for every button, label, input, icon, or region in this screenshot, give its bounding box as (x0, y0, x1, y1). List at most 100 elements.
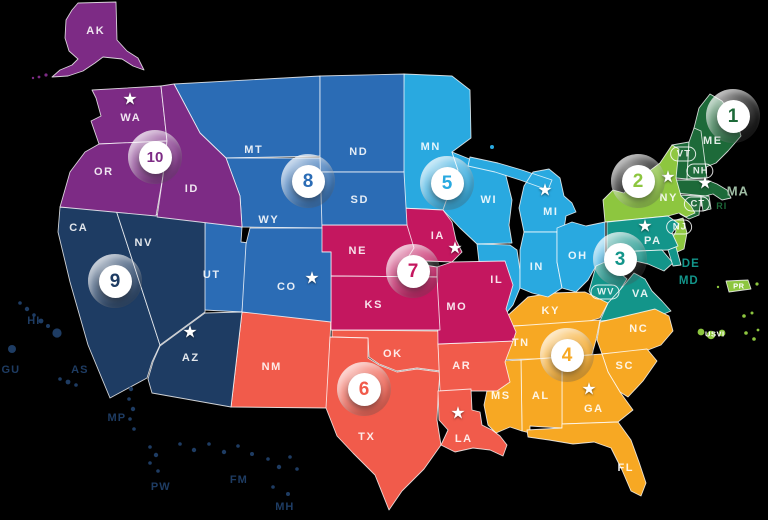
region-badge-5[interactable]: 5 (420, 156, 474, 210)
region-badge-number: 4 (550, 338, 584, 372)
state-ut[interactable] (203, 219, 250, 313)
state-label-ne: NE (348, 245, 368, 257)
state-label-oh: OH (567, 250, 588, 262)
region-badge-7[interactable]: 7 (386, 244, 440, 298)
region-badge-10[interactable]: 10 (128, 130, 182, 184)
island-mp[interactable] (130, 406, 136, 412)
island-as[interactable] (65, 379, 71, 385)
region-3-office-star-icon: ★ (637, 216, 653, 236)
state-ma[interactable] (675, 179, 732, 201)
state-nc[interactable] (596, 308, 674, 355)
island-fm[interactable] (221, 449, 227, 455)
region-10-office-star-icon: ★ (122, 89, 138, 109)
region-badge-8[interactable]: 8 (281, 154, 335, 208)
state-label-il: IL (490, 274, 504, 286)
state-label-nh: NH (686, 163, 714, 179)
island-pw[interactable] (156, 469, 160, 473)
state-label-al: AL (531, 390, 550, 402)
island-usvi[interactable] (750, 311, 754, 315)
state-ak[interactable] (51, 1, 145, 78)
island-pr[interactable] (755, 282, 759, 286)
state-label-de: DE (681, 258, 700, 270)
island-usvi[interactable] (756, 328, 760, 332)
region-badge-6[interactable]: 6 (337, 362, 391, 416)
state-mi[interactable] (467, 156, 577, 233)
island-pr[interactable] (716, 285, 720, 289)
island-hi[interactable] (18, 301, 22, 305)
region-badge-2[interactable]: 2 (611, 154, 665, 208)
island-fm[interactable] (178, 442, 182, 446)
island-hi[interactable] (32, 313, 36, 317)
island-usvi[interactable] (697, 328, 705, 336)
island-ak[interactable] (37, 75, 41, 79)
state-label-in: IN (529, 261, 544, 273)
island-hi[interactable] (46, 324, 50, 328)
state-label-pr: PR (733, 281, 745, 291)
region-badge-number: 5 (430, 166, 464, 200)
state-pr[interactable] (725, 279, 752, 293)
island-mi[interactable] (490, 145, 494, 149)
island-fm[interactable] (250, 452, 254, 456)
region-8-office-star-icon: ★ (304, 268, 320, 288)
island-mp[interactable] (126, 377, 130, 381)
island-fm[interactable] (236, 444, 240, 448)
island-mh[interactable] (276, 464, 282, 470)
island-usvi[interactable] (706, 330, 716, 340)
state-label-wa: WA (120, 112, 142, 124)
state-de[interactable] (667, 246, 682, 267)
island-as[interactable] (58, 377, 62, 381)
island-usvi[interactable] (744, 331, 748, 335)
island-usvi[interactable] (752, 337, 756, 341)
region-5-office-star-icon: ★ (537, 180, 553, 200)
state-label-tx: TX (358, 431, 376, 443)
state-label-gu: GU (1, 364, 21, 376)
island-fm[interactable] (191, 447, 197, 453)
state-label-mp: MP (107, 412, 127, 424)
island-ak[interactable] (31, 76, 35, 80)
state-label-md: MD (678, 275, 699, 287)
island-mh[interactable] (295, 467, 299, 471)
island-pw[interactable] (148, 461, 152, 465)
island-hi[interactable] (38, 318, 44, 324)
region-badge-4[interactable]: 4 (540, 328, 594, 382)
state-az[interactable] (147, 311, 243, 408)
state-co[interactable] (241, 227, 332, 323)
island-mp[interactable] (132, 427, 136, 431)
state-nm[interactable] (230, 311, 332, 409)
island-gu[interactable] (8, 345, 16, 353)
region-7-office-star-icon: ★ (447, 238, 463, 258)
state-la[interactable] (437, 388, 508, 457)
region-badge-3[interactable]: 3 (593, 232, 647, 286)
island-pw[interactable] (153, 452, 159, 458)
island-mh[interactable] (288, 455, 292, 459)
state-fl[interactable] (526, 421, 647, 497)
state-label-ga: GA (583, 403, 604, 415)
region-9-office-star-icon: ★ (182, 322, 198, 342)
island-mh[interactable] (286, 492, 290, 496)
state-label-pa: PA (643, 235, 662, 247)
state-label-wv: WV (590, 284, 620, 300)
island-ak[interactable] (44, 73, 48, 77)
island-mh[interactable] (266, 457, 270, 461)
region-badge-1[interactable]: 1 (706, 89, 760, 143)
island-fm[interactable] (207, 442, 211, 446)
state-label-ut: UT (202, 269, 221, 281)
state-ar[interactable] (437, 340, 514, 392)
island-mh[interactable] (271, 485, 275, 489)
region-badge-9[interactable]: 9 (88, 254, 142, 308)
island-mp[interactable] (128, 417, 132, 421)
island-usvi[interactable] (718, 329, 726, 337)
state-label-sc: SC (615, 360, 635, 372)
state-label-id: ID (184, 183, 199, 195)
island-pw[interactable] (148, 445, 152, 449)
state-label-ky: KY (541, 305, 561, 317)
island-hi[interactable] (52, 328, 62, 338)
state-label-mt: MT (244, 144, 264, 156)
island-mp[interactable] (128, 386, 134, 392)
region-badge-number: 1 (716, 99, 750, 133)
island-usvi[interactable] (742, 314, 746, 318)
island-mp[interactable] (127, 397, 131, 401)
island-hi[interactable] (24, 306, 30, 312)
island-as[interactable] (74, 383, 78, 387)
state-label-ar: AR (452, 360, 472, 372)
